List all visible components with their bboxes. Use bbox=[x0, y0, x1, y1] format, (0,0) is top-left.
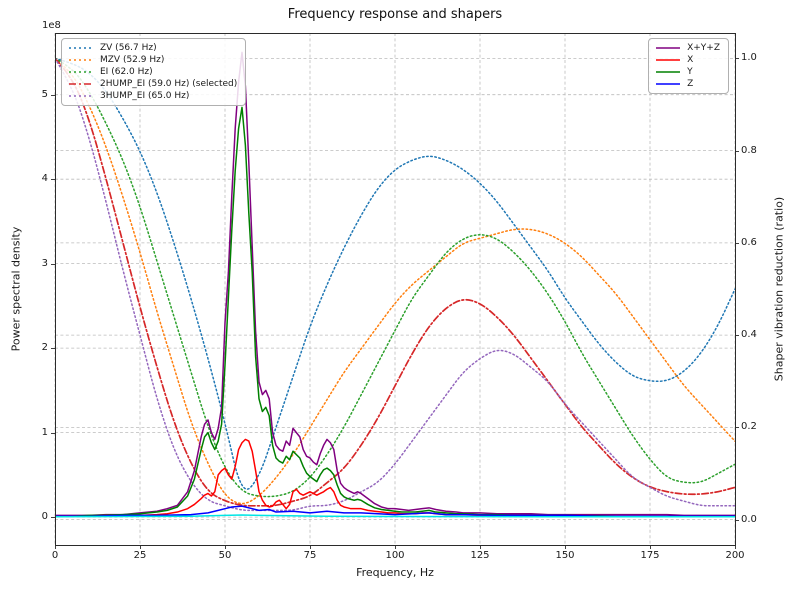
y2-tick-label: 0.4 bbox=[741, 329, 757, 341]
y2-tick-label: 1.0 bbox=[741, 52, 757, 64]
y-tick-label: 0 bbox=[41, 511, 48, 523]
y-tick-label: 1 bbox=[41, 426, 48, 438]
legend-label: Z bbox=[687, 79, 694, 89]
legend-line-swatch-icon bbox=[656, 83, 681, 85]
x-tick-label: 150 bbox=[555, 550, 575, 561]
legend-item: 3HUMP_EI (65.0 Hz) bbox=[68, 91, 237, 101]
legend-line-swatch-icon bbox=[656, 71, 681, 73]
legend-label: ZV (56.7 Hz) bbox=[100, 43, 157, 53]
legend-label: 3HUMP_EI (65.0 Hz) bbox=[100, 91, 190, 101]
legend-label: Y bbox=[687, 67, 693, 77]
legend-item: MZV (52.9 Hz) bbox=[68, 55, 237, 65]
x-tick-label: 75 bbox=[303, 550, 317, 561]
legend-item: ZV (56.7 Hz) bbox=[68, 43, 237, 53]
legend-shapers: ZV (56.7 Hz) MZV (52.9 Hz) EI (62.0 Hz) 2HU… bbox=[61, 38, 247, 106]
x-axis-label: Frequency, Hz bbox=[356, 566, 434, 579]
legend-item: 2HUMP_EI (59.0 Hz) (selected) bbox=[68, 79, 237, 89]
legend-item: X+Y+Z bbox=[655, 43, 720, 53]
y-axis-label-right: Shaper vibration reduction (ratio) bbox=[772, 196, 786, 382]
legend-item: Y bbox=[655, 67, 720, 77]
legend-item: Z bbox=[655, 79, 720, 89]
y-tick-label: 2 bbox=[41, 342, 48, 354]
legend-line-swatch-icon bbox=[69, 71, 93, 73]
legend-line-swatch-icon bbox=[69, 59, 93, 61]
y2-tick-label: 0.8 bbox=[741, 144, 757, 156]
x-tick-label: 0 bbox=[51, 550, 59, 561]
x-tick-label: 200 bbox=[725, 550, 745, 561]
legend-label: X bbox=[687, 55, 694, 65]
chart-title: Frequency response and shapers bbox=[287, 7, 503, 22]
legend-line-swatch-icon bbox=[69, 95, 93, 97]
y2-tick-label: 0.2 bbox=[741, 421, 757, 433]
legend-item: EI (62.0 Hz) bbox=[68, 67, 237, 77]
y-tick-label: 3 bbox=[41, 257, 48, 269]
legend-label: 2HUMP_EI (59.0 Hz) (selected) bbox=[100, 79, 238, 89]
legend-label: X+Y+Z bbox=[687, 43, 720, 53]
legend-label: EI (62.0 Hz) bbox=[100, 67, 153, 77]
legend-item: X bbox=[655, 55, 720, 65]
y-axis-label-left: Power spectral density bbox=[9, 226, 23, 352]
x-tick-label: 100 bbox=[385, 550, 405, 561]
y-axis-offset-text: 1e8 bbox=[42, 20, 61, 31]
x-tick-label: 50 bbox=[218, 550, 232, 561]
x-tick-label: 25 bbox=[133, 550, 147, 561]
x-tick-label: 175 bbox=[640, 550, 660, 561]
legend-line-swatch-icon bbox=[69, 47, 93, 49]
legend-label: MZV (52.9 Hz) bbox=[100, 55, 165, 65]
legend-line-swatch-icon bbox=[656, 59, 681, 61]
y-tick-label: 4 bbox=[41, 173, 48, 185]
legend-line-swatch-icon bbox=[69, 83, 93, 85]
y2-tick-label: 0.6 bbox=[741, 236, 757, 248]
legend-psd: X+Y+Z X Y Z bbox=[648, 38, 729, 94]
legend-line-swatch-icon bbox=[656, 47, 681, 49]
y2-tick-label: 0.0 bbox=[741, 513, 757, 525]
y-tick-label: 5 bbox=[41, 88, 48, 100]
x-tick-label: 125 bbox=[470, 550, 490, 561]
